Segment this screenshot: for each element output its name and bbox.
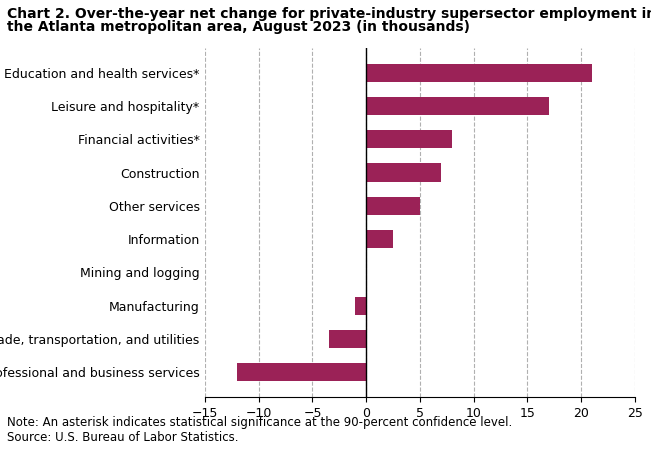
Bar <box>366 230 393 248</box>
Bar <box>366 130 452 148</box>
Bar <box>238 363 366 381</box>
Bar <box>366 163 441 182</box>
Text: Source: U.S. Bureau of Labor Statistics.: Source: U.S. Bureau of Labor Statistics. <box>7 431 238 444</box>
Text: the Atlanta metropolitan area, August 2023 (in thousands): the Atlanta metropolitan area, August 20… <box>7 20 469 35</box>
Bar <box>366 197 420 215</box>
Text: Chart 2. Over-the-year net change for private-industry supersector employment in: Chart 2. Over-the-year net change for pr… <box>7 7 651 21</box>
Text: Note: An asterisk indicates statistical significance at the 90-percent confidenc: Note: An asterisk indicates statistical … <box>7 416 512 429</box>
Bar <box>366 64 592 82</box>
Bar <box>355 296 366 315</box>
Bar <box>329 330 366 348</box>
Bar <box>366 97 549 115</box>
